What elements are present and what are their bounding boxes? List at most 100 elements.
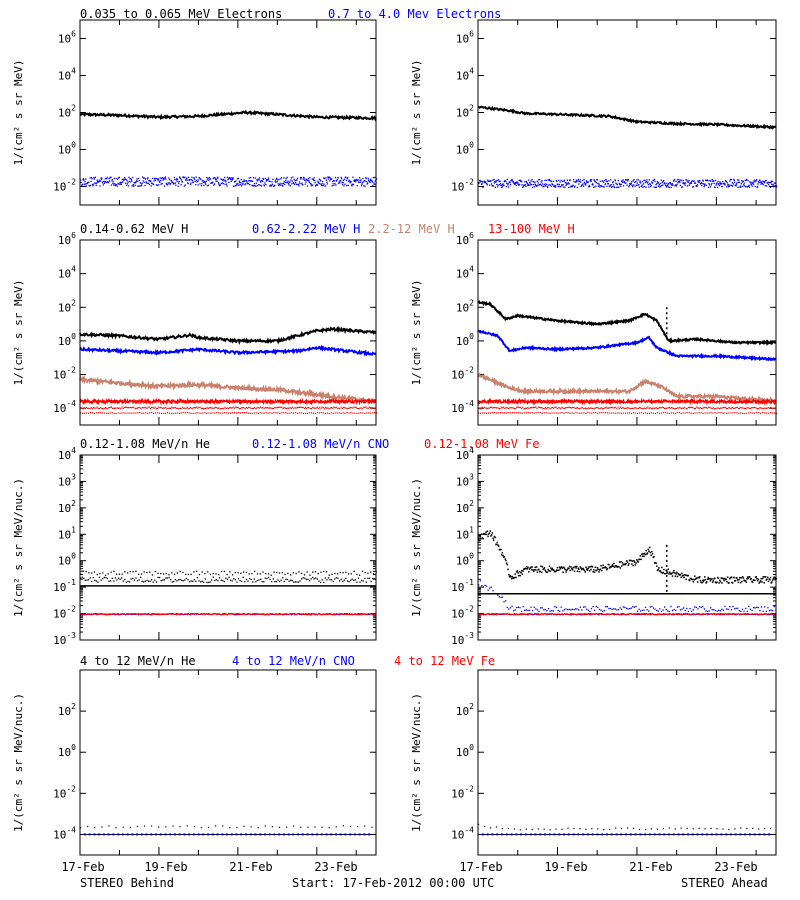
data-point [689, 407, 691, 409]
data-point [146, 613, 148, 616]
data-point [183, 833, 186, 836]
data-point [593, 180, 596, 182]
data-point [739, 833, 742, 836]
data-point [722, 180, 724, 183]
data-point [719, 579, 721, 582]
data-point [367, 572, 369, 574]
data-point [660, 179, 662, 181]
data-point [175, 613, 178, 615]
data-point [247, 182, 249, 185]
data-point [106, 178, 108, 180]
data-point [308, 614, 310, 616]
data-point [517, 412, 519, 414]
data-point [258, 407, 260, 409]
data-point [152, 613, 154, 615]
data-point [637, 407, 639, 409]
data-point [728, 582, 730, 584]
data-point [110, 571, 112, 573]
data-point [342, 580, 344, 583]
data-point [196, 570, 198, 572]
data-point [130, 407, 133, 409]
data-point [88, 572, 90, 574]
data-point [754, 579, 756, 582]
data-point [712, 579, 715, 582]
data-point [585, 412, 587, 414]
data-point [500, 548, 502, 551]
data-point [696, 406, 698, 408]
data-layer [79, 105, 778, 836]
data-point [147, 412, 149, 414]
data-point [535, 613, 537, 615]
data-point [257, 412, 259, 414]
data-point [516, 606, 518, 609]
data-point [199, 613, 201, 615]
data-point [515, 181, 517, 184]
data-point [528, 571, 530, 573]
data-point [93, 178, 95, 180]
data-point [521, 412, 523, 414]
data-point [526, 568, 529, 570]
data-point [147, 406, 149, 408]
data-point [368, 412, 370, 414]
data-point [530, 407, 532, 409]
data-point [611, 186, 613, 189]
data-point [229, 613, 231, 615]
data-point [173, 833, 176, 836]
data-point [361, 182, 364, 184]
data-point [528, 568, 531, 570]
data-point [663, 568, 665, 571]
data-point [594, 613, 597, 615]
data-point [544, 613, 547, 615]
data-point [89, 185, 91, 187]
data-point [735, 185, 737, 187]
data-point [278, 572, 281, 574]
data-point [162, 412, 165, 414]
data-point [612, 184, 615, 186]
data-point [327, 176, 329, 178]
data-point [708, 613, 710, 615]
data-point [758, 582, 760, 584]
data-point [226, 412, 228, 414]
data-point [618, 408, 620, 410]
data-point [272, 178, 274, 181]
data-point [489, 530, 491, 532]
data-point [178, 182, 180, 184]
data-point [759, 610, 761, 612]
data-point [591, 566, 594, 568]
data-point [680, 412, 682, 415]
data-point [166, 613, 168, 615]
data-point [629, 608, 631, 610]
series-line [477, 397, 777, 406]
data-point [529, 181, 531, 184]
data-point [701, 833, 704, 836]
data-point [673, 608, 675, 611]
data-point [581, 614, 583, 616]
data-point [127, 407, 129, 409]
data-point [80, 412, 82, 414]
data-point [499, 184, 501, 186]
data-point [535, 412, 537, 414]
data-point [487, 179, 489, 181]
data-point [117, 407, 120, 409]
data-point [699, 579, 702, 582]
data-point [619, 607, 621, 609]
data-point [750, 577, 752, 580]
data-point [705, 407, 707, 409]
data-point [488, 533, 490, 535]
data-point [615, 833, 618, 836]
legend-text: 0.12-1.08 MeV/n CNO [252, 437, 389, 451]
data-point [501, 833, 503, 836]
data-point [171, 581, 173, 583]
data-point [585, 180, 588, 182]
data-point [513, 182, 515, 184]
x-tick-label: 19-Feb [144, 860, 187, 874]
data-point [631, 184, 633, 186]
data-point [666, 182, 668, 184]
data-point [264, 577, 266, 579]
data-point [170, 183, 172, 185]
data-point [638, 412, 641, 414]
data-point [497, 186, 499, 188]
data-point [122, 178, 124, 180]
data-point [654, 180, 656, 183]
data-point [299, 412, 301, 414]
